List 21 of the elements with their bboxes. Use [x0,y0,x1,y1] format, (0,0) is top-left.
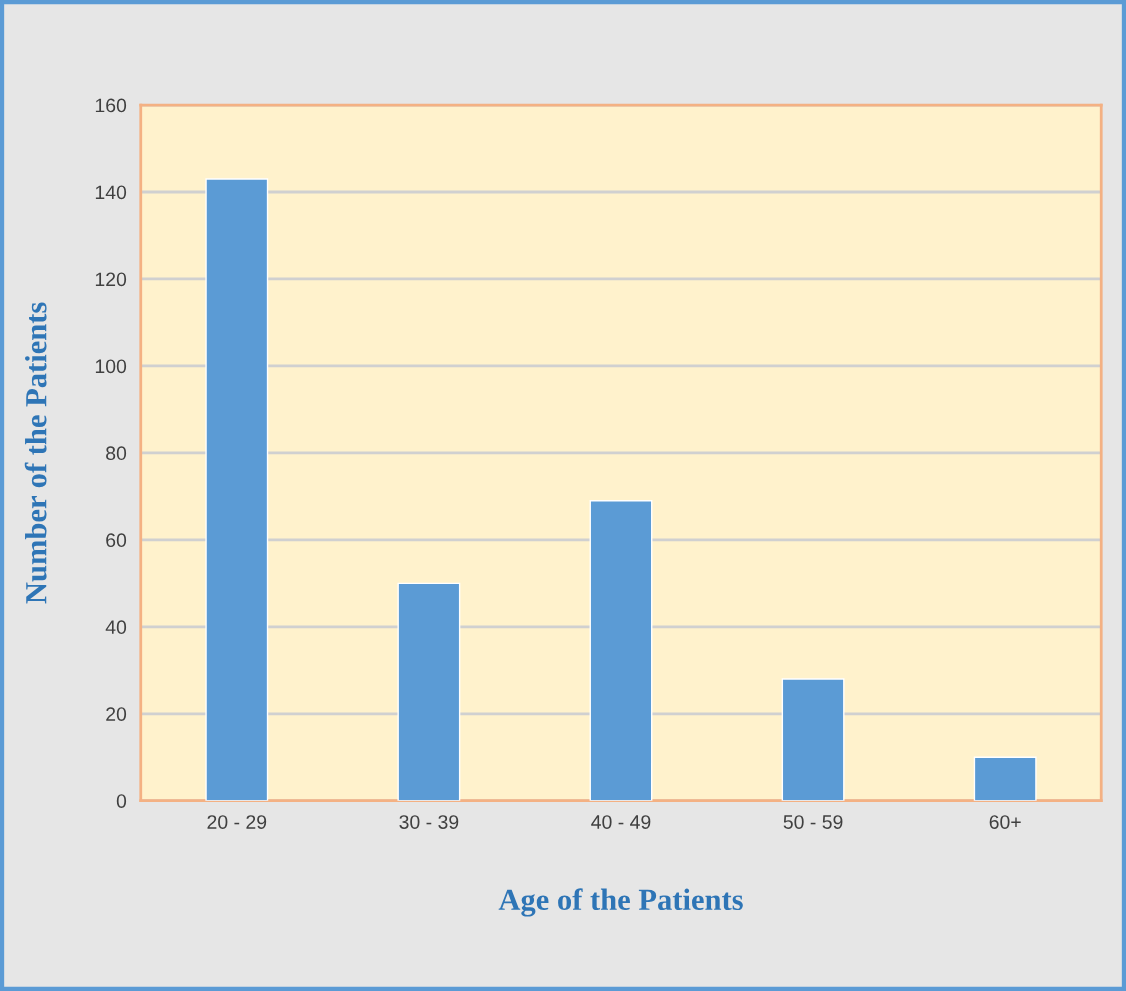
bar [397,582,461,801]
y-tick-label: 60 [106,533,127,548]
x-axis-title: Age of the Patients [498,888,743,917]
y-tick-label: 140 [95,185,127,200]
x-tick-label: 50 - 59 [783,815,843,829]
x-tick-label: 60+ [989,815,1021,829]
x-tick-label: 30 - 39 [399,815,459,829]
bar [589,500,653,801]
bar [781,678,845,801]
x-tick-label: 40 - 49 [591,815,651,829]
y-tick-label: 100 [95,359,127,374]
y-tick-label: 80 [106,446,127,461]
bar [205,178,269,801]
y-tick-label: 40 [105,620,127,635]
y-tick-label: 0 [116,794,127,808]
y-axis-title: Number of the Patients [24,302,47,604]
y-tick-label: 120 [95,272,127,287]
y-tick-label: 20 [106,707,127,721]
x-tick-label: 20 - 29 [207,815,267,829]
y-tick-label: 160 [95,98,127,113]
bar [973,756,1037,801]
